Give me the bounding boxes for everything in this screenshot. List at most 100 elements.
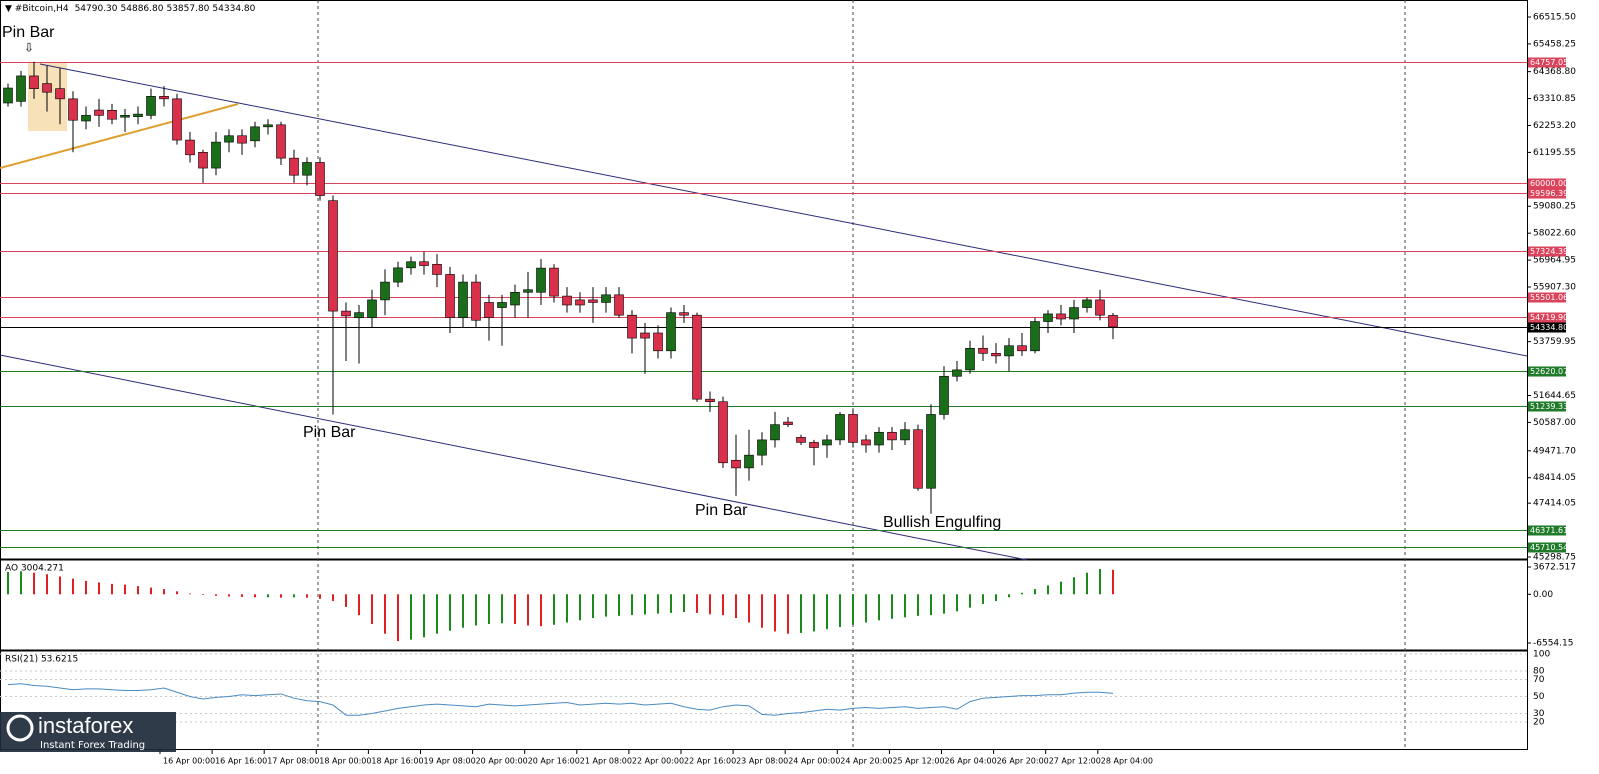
candle-body: [536, 267, 546, 293]
y-tick-label: 58022.60: [1533, 229, 1576, 239]
candle-body: [133, 113, 143, 117]
y-tick-label: 64368.80: [1533, 67, 1576, 77]
candle-body: [445, 274, 455, 319]
rsi-panel: [0, 653, 1527, 723]
level-tag: [1528, 525, 1566, 536]
time-label: 17 Apr 08:00: [267, 757, 319, 766]
y-tick-label: 47414.05: [1533, 499, 1576, 509]
candle-body: [562, 295, 572, 306]
y-tick-label: 45298.75: [1533, 553, 1576, 563]
candle-body: [380, 281, 390, 301]
y-tick-label: 51644.65: [1533, 391, 1576, 401]
candle-body: [328, 200, 338, 312]
candle-body: [510, 291, 520, 306]
time-label: 22 Apr 00:00: [632, 757, 684, 766]
candle-body: [965, 347, 975, 371]
annotation: Pin Bar: [2, 24, 55, 41]
time-label: 24 Apr 20:00: [840, 757, 892, 766]
candle-body: [614, 294, 624, 316]
candle-body: [796, 437, 806, 443]
candle-body: [692, 314, 702, 400]
candle-body: [406, 261, 416, 269]
indicator-label: AO 3004.271: [5, 564, 64, 574]
y-tick-label: 100: [1533, 650, 1550, 660]
time-label: 22 Apr 16:00: [684, 757, 736, 766]
logo-brand: instaforex: [38, 713, 133, 738]
y-tick-label: 61195.55: [1533, 148, 1576, 158]
level-tag: [1528, 57, 1566, 68]
candle-body: [718, 401, 728, 464]
time-label: 25 Apr 12:00: [892, 757, 944, 766]
time-label: 16 Apr 16:00: [215, 757, 267, 766]
level-label: 64757.05: [1530, 58, 1568, 67]
candle-body: [822, 439, 832, 446]
candle-body: [42, 83, 52, 93]
candle-body: [276, 124, 286, 159]
header: ▼ #Bitcoin,H4 54790.30 54886.80 53857.80 543…: [5, 4, 256, 14]
level-label: 51239.33: [1530, 402, 1568, 411]
candle-body: [770, 424, 780, 441]
candle-body: [367, 299, 377, 319]
candle-body: [263, 124, 273, 128]
y-tick-label: 55907.30: [1533, 282, 1576, 292]
candle-body: [354, 312, 364, 319]
trend-line: [39, 63, 1528, 357]
candle-body: [497, 302, 507, 308]
y-tick-label: 49471.70: [1533, 446, 1576, 456]
candle-body: [289, 157, 299, 176]
indicator-label: RSI(21) 53.6215: [5, 655, 78, 665]
candle-body: [68, 98, 78, 121]
candle-body: [900, 429, 910, 441]
candle-body: [185, 139, 195, 156]
candle-body: [250, 126, 260, 142]
level-tag: [1528, 188, 1566, 199]
candle-body: [952, 369, 962, 377]
candle-body: [81, 115, 91, 122]
candle-body: [1056, 313, 1066, 320]
time-label: 20 Apr 16:00: [528, 757, 580, 766]
symbol: #Bitcoin,H4: [15, 4, 69, 14]
annotation: Pin Bar: [303, 424, 356, 441]
y-tick-label: 70: [1533, 675, 1545, 685]
candle-body: [1004, 345, 1014, 357]
candle-body: [94, 109, 104, 116]
candle-body: [874, 431, 884, 446]
level-label: 57324.39: [1530, 247, 1568, 256]
candle-body: [757, 439, 767, 456]
time-label: 21 Apr 08:00: [580, 757, 632, 766]
time-label: 24 Apr 00:00: [788, 757, 840, 766]
candle-body: [302, 162, 312, 176]
open: 54790.30: [75, 4, 118, 14]
candle-body: [575, 299, 585, 306]
candle-body: [835, 414, 845, 441]
y-tick-label: 80: [1533, 667, 1545, 677]
y-tick-label: 48414.05: [1533, 473, 1576, 483]
candle-body: [341, 310, 351, 317]
candle-body: [419, 261, 429, 266]
level-tag: [1528, 312, 1566, 323]
candle-body: [523, 289, 533, 293]
time-label: 16 Apr 00:00: [163, 757, 215, 766]
level-label: 60000.00: [1530, 179, 1568, 188]
candle-body: [55, 88, 65, 100]
y-tick-label: 66515.50: [1533, 13, 1576, 23]
arrow-icon: ⇩: [24, 41, 34, 55]
time-label: 18 Apr 00:00: [319, 757, 371, 766]
candle-body: [861, 439, 871, 446]
y-tick-label: 30: [1533, 709, 1545, 719]
candle-body: [3, 87, 13, 104]
candle-body: [1108, 315, 1118, 328]
y-tick-label: 50: [1533, 692, 1545, 702]
level-tag: [1528, 322, 1566, 333]
y-tick-label: 20: [1533, 718, 1545, 728]
candle-body: [991, 353, 1001, 357]
level-label: 55501.06: [1530, 293, 1568, 302]
candle-body: [809, 442, 819, 448]
time-label: 26 Apr 20:00: [997, 757, 1049, 766]
candle-body: [640, 332, 650, 339]
candle-body: [1082, 299, 1092, 308]
level-label: 54334.80: [1530, 323, 1568, 332]
candle-body: [458, 281, 468, 319]
candle-body: [887, 431, 897, 441]
